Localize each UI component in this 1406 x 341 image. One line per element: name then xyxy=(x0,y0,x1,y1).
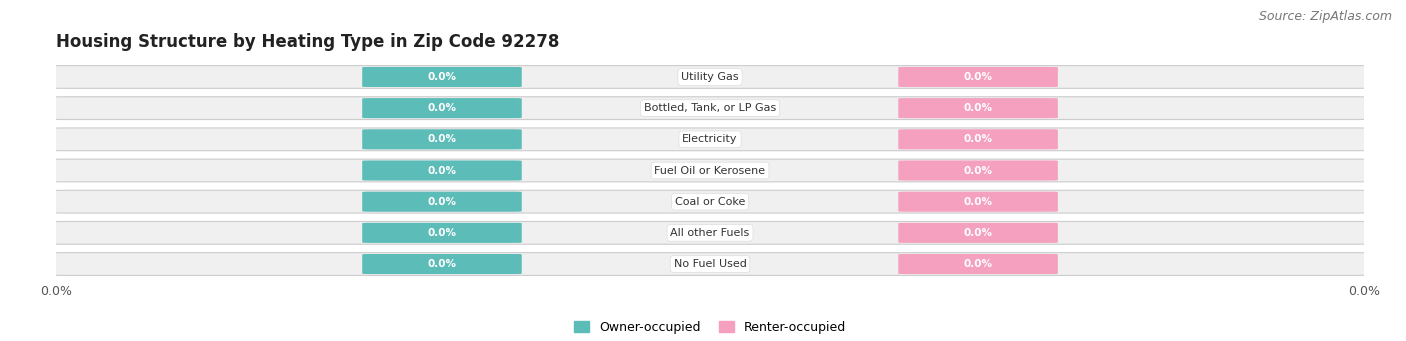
FancyBboxPatch shape xyxy=(363,98,522,118)
Text: 0.0%: 0.0% xyxy=(427,134,457,144)
FancyBboxPatch shape xyxy=(53,97,1367,120)
Text: 0.0%: 0.0% xyxy=(963,134,993,144)
Text: 0.0%: 0.0% xyxy=(963,197,993,207)
FancyBboxPatch shape xyxy=(898,129,1057,149)
Text: 0.0%: 0.0% xyxy=(427,228,457,238)
FancyBboxPatch shape xyxy=(363,192,522,212)
Text: Bottled, Tank, or LP Gas: Bottled, Tank, or LP Gas xyxy=(644,103,776,113)
FancyBboxPatch shape xyxy=(53,221,1367,244)
Text: 0.0%: 0.0% xyxy=(963,103,993,113)
Text: 0.0%: 0.0% xyxy=(427,197,457,207)
FancyBboxPatch shape xyxy=(363,161,522,180)
Text: All other Fuels: All other Fuels xyxy=(671,228,749,238)
FancyBboxPatch shape xyxy=(898,254,1057,274)
FancyBboxPatch shape xyxy=(53,190,1367,213)
FancyBboxPatch shape xyxy=(53,253,1367,276)
Text: Utility Gas: Utility Gas xyxy=(682,72,738,82)
Text: 0.0%: 0.0% xyxy=(963,72,993,82)
Text: No Fuel Used: No Fuel Used xyxy=(673,259,747,269)
FancyBboxPatch shape xyxy=(363,223,522,243)
FancyBboxPatch shape xyxy=(363,67,522,87)
Text: 0.0%: 0.0% xyxy=(427,103,457,113)
Text: 0.0%: 0.0% xyxy=(963,259,993,269)
FancyBboxPatch shape xyxy=(53,128,1367,151)
FancyBboxPatch shape xyxy=(898,67,1057,87)
FancyBboxPatch shape xyxy=(363,129,522,149)
FancyBboxPatch shape xyxy=(898,161,1057,180)
Legend: Owner-occupied, Renter-occupied: Owner-occupied, Renter-occupied xyxy=(569,316,851,339)
FancyBboxPatch shape xyxy=(363,254,522,274)
FancyBboxPatch shape xyxy=(898,192,1057,212)
Text: 0.0%: 0.0% xyxy=(427,259,457,269)
Text: 0.0%: 0.0% xyxy=(963,228,993,238)
Text: 0.0%: 0.0% xyxy=(963,165,993,176)
FancyBboxPatch shape xyxy=(898,223,1057,243)
FancyBboxPatch shape xyxy=(898,98,1057,118)
Text: Coal or Coke: Coal or Coke xyxy=(675,197,745,207)
Text: Housing Structure by Heating Type in Zip Code 92278: Housing Structure by Heating Type in Zip… xyxy=(56,33,560,51)
FancyBboxPatch shape xyxy=(53,159,1367,182)
Text: 0.0%: 0.0% xyxy=(427,165,457,176)
Text: Source: ZipAtlas.com: Source: ZipAtlas.com xyxy=(1258,10,1392,23)
FancyBboxPatch shape xyxy=(53,65,1367,88)
Text: Fuel Oil or Kerosene: Fuel Oil or Kerosene xyxy=(654,165,766,176)
Text: Electricity: Electricity xyxy=(682,134,738,144)
Text: 0.0%: 0.0% xyxy=(427,72,457,82)
